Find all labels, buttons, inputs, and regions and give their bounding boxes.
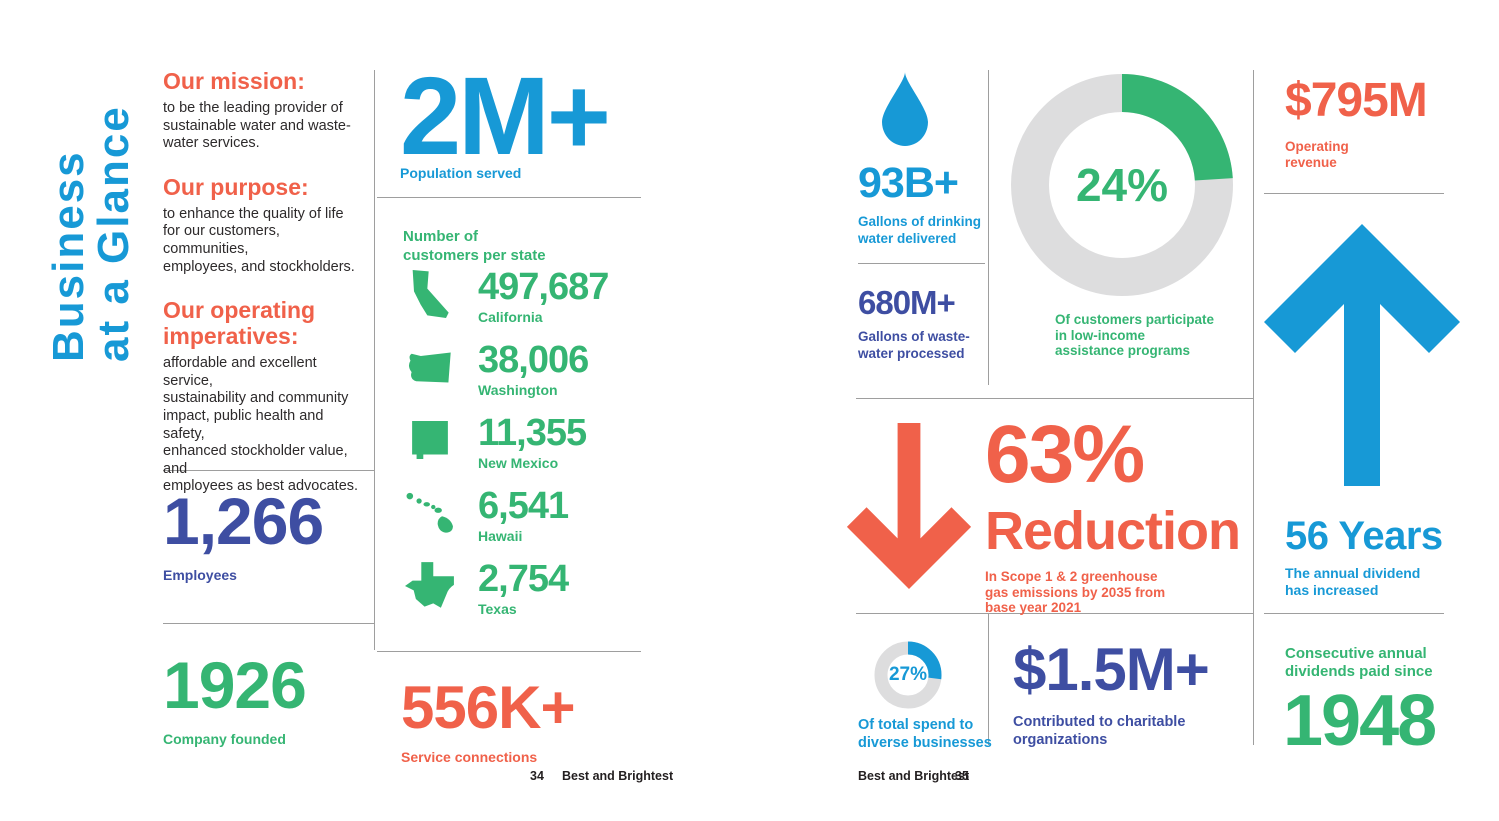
service-connections-value: 556K+ (401, 674, 575, 741)
dividends-since-value: 1948 (1283, 681, 1437, 761)
purpose-body: to enhance the quality of life for our c… (163, 205, 355, 275)
ghg-reduction-caption: In Scope 1 & 2 greenhouse gas emissions … (985, 569, 1166, 615)
purpose-heading: Our purpose: (163, 173, 309, 200)
dividend-years-label: The annual dividend has increased (1285, 565, 1421, 598)
state-name: Texas (478, 601, 517, 617)
page-title: Business at a Glance (44, 105, 138, 362)
population-stat: 2M+ Population served (400, 55, 611, 182)
divider (1264, 193, 1444, 194)
operating-revenue-stat: $795M Operating revenue (1285, 74, 1428, 170)
imperatives-body: affordable and excellent service, sustai… (163, 355, 359, 495)
divider (858, 263, 985, 264)
state-value: 2,754 (478, 558, 569, 600)
diverse-spend-donut: 27% (874, 641, 942, 709)
charitable-value: $1.5M+ (1013, 636, 1210, 703)
mission-column: Our mission: to be the leading provider … (163, 68, 368, 517)
right-page-number: 35 (955, 769, 969, 783)
state-value: 6,541 (478, 485, 569, 527)
divider (856, 613, 1253, 614)
left-page-number: 34 (530, 769, 544, 783)
employees-stat: 1,266 Employees (163, 484, 324, 583)
service-connections-label: Service connections (401, 749, 538, 765)
customers-per-state-heading: Number of customers per state (403, 228, 546, 264)
mission-body: to be the leading provider of sustainabl… (163, 100, 351, 152)
arrow-down-icon (845, 423, 973, 594)
new-mexico-map-icon (405, 416, 455, 464)
divider (374, 70, 375, 650)
divider (377, 197, 641, 198)
mission-heading: Our mission: (163, 68, 305, 94)
employees-label: Employees (163, 567, 237, 583)
divider (856, 398, 1253, 399)
state-name: Washington (478, 382, 558, 398)
dividend-years-value: 56 Years (1285, 514, 1443, 558)
arrow-up-icon (1264, 224, 1460, 491)
divider (163, 623, 374, 624)
right-footer-label: Best and Brightest (858, 769, 970, 783)
diverse-spend-donut-chart (874, 641, 942, 709)
dividend-years-stat: 56 Years The annual dividend has increas… (1285, 516, 1443, 598)
divider (988, 613, 989, 745)
diverse-spend-donut-value: 27% (888, 664, 928, 685)
assistance-donut-value: 24% (1075, 159, 1169, 211)
ghg-reduction-stat: 63% Reduction In Scope 1 & 2 greenhouse … (985, 409, 1241, 616)
state-name: California (478, 309, 543, 325)
founded-stat: 1926 Company founded (163, 648, 307, 747)
diverse-spend-caption: Of total spend to diverse businesses (858, 717, 992, 751)
divider (377, 651, 641, 652)
texas-map-icon (405, 562, 455, 610)
divider (988, 70, 989, 385)
ghg-reduction-title: Reduction (985, 501, 1241, 561)
washington-map-icon (405, 343, 455, 391)
employees-value: 1,266 (163, 484, 324, 558)
page-title-line2: at a Glance (89, 105, 138, 362)
ghg-reduction-value: 63% (985, 409, 1145, 500)
divider (1264, 613, 1444, 614)
state-value: 11,355 (478, 412, 587, 454)
dividends-since-stat: Consecutive annual dividends paid since … (1283, 645, 1437, 761)
drinking-water-label: Gallons of drinking water delivered (858, 214, 982, 246)
operating-revenue-label: Operating revenue (1285, 139, 1349, 170)
divider (163, 470, 374, 471)
state-row-texas: 2,754 Texas (403, 560, 643, 622)
state-name: Hawaii (478, 528, 523, 544)
state-row-california: 497,687 California (403, 268, 643, 330)
assistance-donut-chart (1011, 74, 1233, 296)
drinking-water-value: 93B+ (858, 159, 959, 207)
left-footer-label: Best and Brightest (562, 769, 674, 783)
service-connections-stat: 556K+ Service connections (401, 674, 575, 766)
wastewater-label: Gallons of waste- water processed (858, 329, 970, 361)
california-map-icon (405, 270, 455, 318)
charitable-label: Contributed to charitable organizations (1013, 714, 1186, 748)
state-name: New Mexico (478, 455, 559, 471)
state-row-washington: 38,006 Washington (403, 341, 643, 403)
assistance-donut: 24% (1010, 73, 1234, 297)
population-label: Population served (400, 165, 522, 181)
divider (1253, 70, 1254, 745)
founded-label: Company founded (163, 731, 286, 747)
imperatives-heading: Our operating imperatives: (163, 297, 316, 350)
state-value: 38,006 (478, 339, 589, 381)
state-row-hawaii: 6,541 Hawaii (403, 487, 643, 549)
page-title-line1: Business (44, 150, 93, 362)
state-value: 497,687 (478, 266, 609, 308)
founded-value: 1926 (163, 648, 307, 722)
state-row-new-mexico: 11,355 New Mexico (403, 414, 643, 476)
wastewater-stat: 680M+ Gallons of waste- water processed (858, 286, 970, 362)
wastewater-value: 680M+ (858, 284, 956, 321)
operating-revenue-value: $795M (1285, 74, 1428, 127)
population-value: 2M+ (400, 55, 611, 178)
drinking-water-stat: 93B+ Gallons of drinking water delivered (858, 162, 981, 247)
charitable-stat: $1.5M+ Contributed to charitable organiz… (1013, 636, 1210, 749)
assistance-donut-caption: Of customers participate in low-income a… (1055, 312, 1215, 358)
hawaii-map-icon (405, 489, 455, 537)
dividends-since-caption: Consecutive annual dividends paid since (1285, 645, 1433, 680)
water-drop-icon (882, 72, 928, 151)
